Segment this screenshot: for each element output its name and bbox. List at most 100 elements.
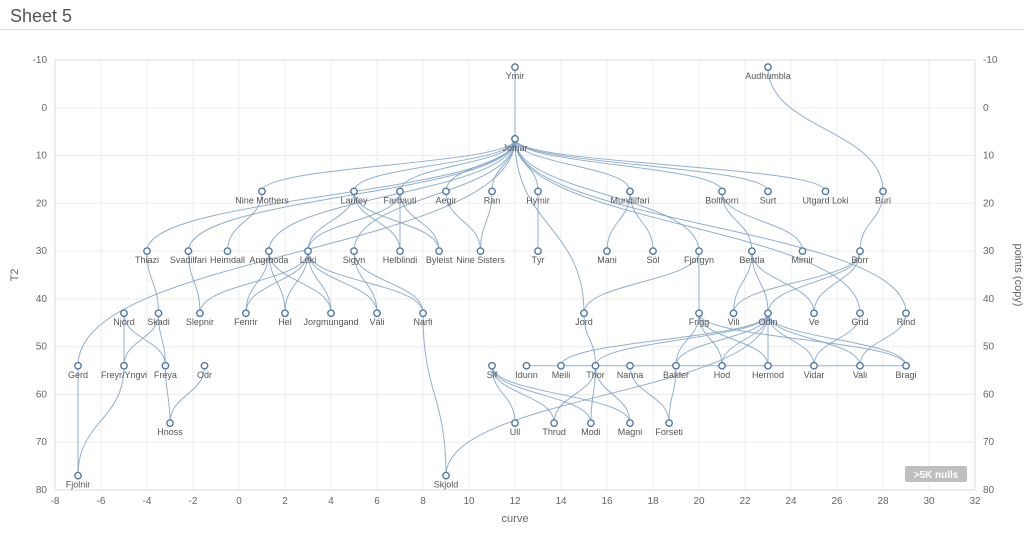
node-bragi[interactable] <box>903 363 909 369</box>
node-grid[interactable] <box>857 310 863 316</box>
node-balder[interactable] <box>673 363 679 369</box>
node-aegir[interactable] <box>443 188 449 194</box>
node-mimir[interactable] <box>799 248 805 254</box>
node-ran[interactable] <box>489 188 495 194</box>
node-label: Surt <box>760 195 777 205</box>
node-vali2[interactable] <box>857 363 863 369</box>
node-frigg[interactable] <box>696 310 702 316</box>
network-plot[interactable]: -8-6-4-202468101214161820222426283032-10… <box>0 30 1024 542</box>
node-label: Meili <box>552 370 571 380</box>
node-vali1[interactable] <box>374 310 380 316</box>
node-thiazi[interactable] <box>144 248 150 254</box>
node-tyr[interactable] <box>535 248 541 254</box>
node-slepnir[interactable] <box>197 310 203 316</box>
node-mundilfari[interactable] <box>627 188 633 194</box>
node-ninemothers[interactable] <box>259 188 265 194</box>
node-fjolnir[interactable] <box>75 472 81 478</box>
node-angrboda[interactable] <box>266 248 272 254</box>
node-utgardloki[interactable] <box>822 188 828 194</box>
node-label: Farbauti <box>383 195 416 205</box>
node-odin[interactable] <box>765 310 771 316</box>
node-helblindi[interactable] <box>397 248 403 254</box>
node-label: Vali <box>853 370 867 380</box>
x-tick: 26 <box>831 496 843 507</box>
edge <box>515 139 826 192</box>
node-thrud[interactable] <box>551 420 557 426</box>
x-tick: 20 <box>693 496 705 507</box>
node-vili[interactable] <box>730 310 736 316</box>
node-jord[interactable] <box>581 310 587 316</box>
node-idunn[interactable] <box>523 363 529 369</box>
node-hel[interactable] <box>282 310 288 316</box>
node-skjold[interactable] <box>443 472 449 478</box>
y-tick-left: 60 <box>36 389 48 400</box>
node-laufey[interactable] <box>351 188 357 194</box>
node-skadi[interactable] <box>155 310 161 316</box>
node-freya[interactable] <box>162 363 168 369</box>
node-thor[interactable] <box>592 363 598 369</box>
node-borr[interactable] <box>857 248 863 254</box>
node-jorgmungand[interactable] <box>328 310 334 316</box>
x-tick: 14 <box>555 496 567 507</box>
node-label: Thrud <box>542 427 566 437</box>
node-freyr[interactable] <box>121 363 127 369</box>
node-gerd[interactable] <box>75 363 81 369</box>
node-mani[interactable] <box>604 248 610 254</box>
node-meili[interactable] <box>558 363 564 369</box>
node-ninesisters[interactable] <box>477 248 483 254</box>
node-svadilfari[interactable] <box>185 248 191 254</box>
node-sol[interactable] <box>650 248 656 254</box>
node-nanna[interactable] <box>627 363 633 369</box>
y-tick-right: 60 <box>983 389 995 400</box>
node-buri[interactable] <box>880 188 886 194</box>
node-farbauti[interactable] <box>397 188 403 194</box>
y-tick-left: 80 <box>36 485 48 496</box>
node-label: Bolthorn <box>705 195 739 205</box>
node-odr[interactable] <box>201 363 207 369</box>
node-magni[interactable] <box>627 420 633 426</box>
node-surt[interactable] <box>765 188 771 194</box>
node-label: Hnoss <box>157 427 183 437</box>
node-sif[interactable] <box>489 363 495 369</box>
node-jotnar[interactable] <box>512 136 518 142</box>
node-njord[interactable] <box>121 310 127 316</box>
node-heimdall[interactable] <box>224 248 230 254</box>
node-audhumbla[interactable] <box>765 64 771 70</box>
node-label: Skadi <box>147 317 170 327</box>
node-bestla[interactable] <box>749 248 755 254</box>
node-rind[interactable] <box>903 310 909 316</box>
node-modi[interactable] <box>588 420 594 426</box>
y-axis-label-left: T2 <box>9 269 21 282</box>
node-ymir[interactable] <box>512 64 518 70</box>
node-label: Audhumbla <box>745 71 791 81</box>
node-hermod[interactable] <box>765 363 771 369</box>
x-tick: 12 <box>509 496 521 507</box>
x-tick: 28 <box>877 496 889 507</box>
node-label: Heimdall <box>210 255 245 265</box>
x-tick: -6 <box>97 496 106 507</box>
node-vidar[interactable] <box>811 363 817 369</box>
node-loki[interactable] <box>305 248 311 254</box>
node-hnoss[interactable] <box>167 420 173 426</box>
node-sigyn[interactable] <box>351 248 357 254</box>
node-label: Forseti <box>655 427 683 437</box>
node-ve[interactable] <box>811 310 817 316</box>
node-forseti[interactable] <box>666 420 672 426</box>
node-bolthorn[interactable] <box>719 188 725 194</box>
node-ull[interactable] <box>512 420 518 426</box>
node-fjorgyn[interactable] <box>696 248 702 254</box>
node-hod[interactable] <box>719 363 725 369</box>
edge <box>354 139 515 192</box>
x-tick: -8 <box>51 496 60 507</box>
node-fenrir[interactable] <box>243 310 249 316</box>
y-tick-right: 50 <box>983 342 995 353</box>
node-label: Frigg <box>689 317 710 327</box>
x-tick: 32 <box>969 496 981 507</box>
node-label: Odr <box>197 370 212 380</box>
y-tick-right: 30 <box>983 246 995 257</box>
node-hymir[interactable] <box>535 188 541 194</box>
node-narfi[interactable] <box>420 310 426 316</box>
node-byleist[interactable] <box>436 248 442 254</box>
x-tick: 10 <box>463 496 475 507</box>
y-tick-right: 70 <box>983 437 995 448</box>
